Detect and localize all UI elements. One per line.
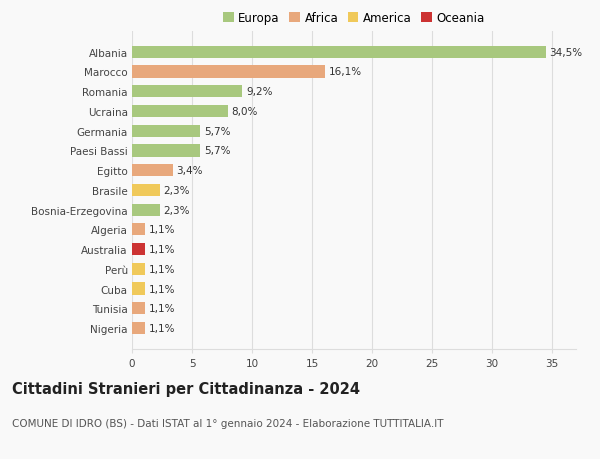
Text: 1,1%: 1,1% xyxy=(149,245,175,255)
Text: 1,1%: 1,1% xyxy=(149,323,175,333)
Bar xyxy=(132,86,242,98)
Text: 16,1%: 16,1% xyxy=(329,67,362,77)
Bar xyxy=(132,322,145,335)
Text: 1,1%: 1,1% xyxy=(149,264,175,274)
Text: 1,1%: 1,1% xyxy=(149,304,175,313)
Text: 1,1%: 1,1% xyxy=(149,284,175,294)
Text: Cittadini Stranieri per Cittadinanza - 2024: Cittadini Stranieri per Cittadinanza - 2… xyxy=(12,381,360,396)
Bar xyxy=(132,243,145,256)
Text: COMUNE DI IDRO (BS) - Dati ISTAT al 1° gennaio 2024 - Elaborazione TUTTITALIA.IT: COMUNE DI IDRO (BS) - Dati ISTAT al 1° g… xyxy=(12,418,443,428)
Bar xyxy=(132,302,145,315)
Bar xyxy=(132,224,145,236)
Text: 2,3%: 2,3% xyxy=(163,185,190,196)
Bar xyxy=(132,165,173,177)
Bar xyxy=(132,263,145,275)
Bar xyxy=(132,185,160,196)
Text: 9,2%: 9,2% xyxy=(246,87,272,97)
Text: 2,3%: 2,3% xyxy=(163,205,190,215)
Text: 8,0%: 8,0% xyxy=(232,107,258,117)
Text: 3,4%: 3,4% xyxy=(176,166,203,176)
Text: 1,1%: 1,1% xyxy=(149,225,175,235)
Text: 5,7%: 5,7% xyxy=(204,146,230,156)
Bar xyxy=(132,46,546,59)
Bar xyxy=(132,106,228,118)
Bar xyxy=(132,66,325,78)
Bar xyxy=(132,204,160,216)
Bar xyxy=(132,145,200,157)
Bar xyxy=(132,125,200,138)
Text: 5,7%: 5,7% xyxy=(204,126,230,136)
Bar xyxy=(132,283,145,295)
Text: 34,5%: 34,5% xyxy=(550,48,583,58)
Legend: Europa, Africa, America, Oceania: Europa, Africa, America, Oceania xyxy=(221,10,487,27)
